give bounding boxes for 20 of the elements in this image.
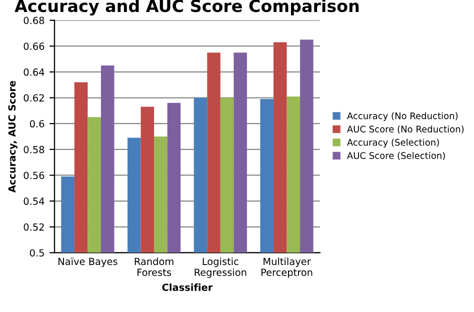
- y-tick-label: 0.58: [24, 146, 44, 154]
- x-axis-title: Classifier: [162, 283, 213, 291]
- x-tick-label: Logistic Regression: [194, 258, 246, 278]
- y-axis-title: Accuracy, AUC Score: [8, 80, 18, 193]
- x-tick-label: Multilayer Perceptron: [261, 258, 312, 278]
- legend-label: AUC Score (Selection): [346, 152, 445, 160]
- y-tick-label: 0.62: [24, 94, 44, 102]
- x-tick-label: Random Forests: [134, 258, 174, 276]
- y-tick-label: 0.56: [24, 172, 44, 180]
- x-tick-label: Naïve Bayes: [58, 258, 118, 267]
- y-tick-label: 0.68: [24, 16, 44, 24]
- legend-label: Accuracy (No Reduction): [346, 112, 458, 121]
- legend-label: Accuracy (Selection): [346, 138, 439, 148]
- legend-label: AUC Score (No Reduction): [346, 126, 464, 134]
- y-tick-label: 0.5: [30, 249, 44, 257]
- y-tick-label: 0.66: [24, 42, 44, 50]
- y-tick-label: 0.64: [24, 68, 44, 76]
- y-tick-label: 0.52: [24, 223, 44, 231]
- y-tick-label: 0.54: [24, 198, 44, 205]
- y-tick-label: 0.6: [30, 120, 44, 128]
